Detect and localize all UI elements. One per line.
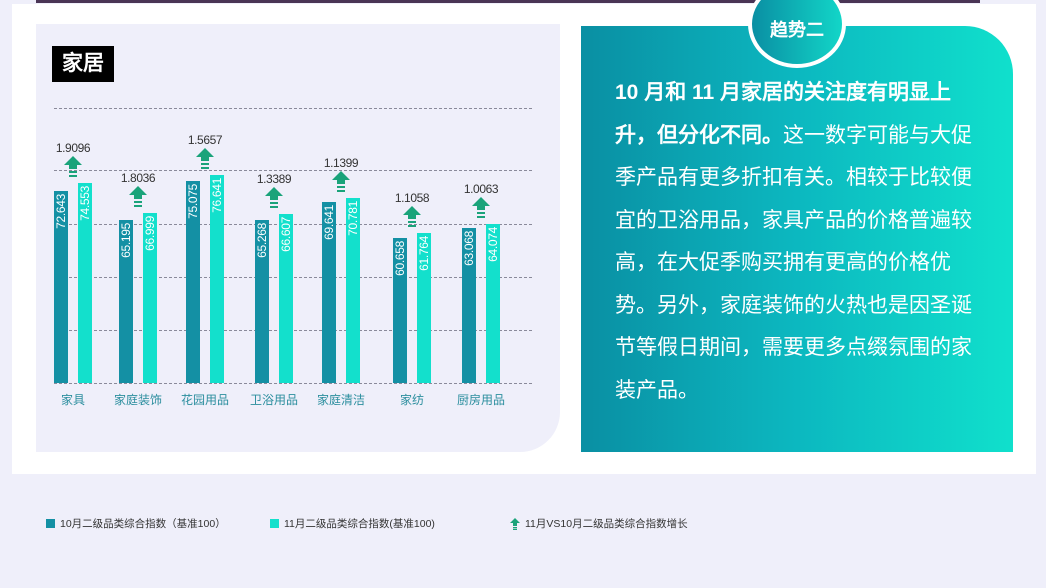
legend-label-growth: 11月VS10月二级品类综合指数增长 — [525, 518, 688, 530]
trend-body: 这一数字可能与大促季产品有更多折扣有关。相较于比较便宜的卫浴用品，家具产品的价格… — [615, 123, 972, 402]
trend-headline: 10 月和 11 月家居的关注度有明显上升，但分化不同。 — [615, 81, 952, 147]
chart-title: 家居 — [52, 46, 114, 82]
bar-nov: 74.553 — [78, 183, 92, 383]
bar-nov: 66.607 — [279, 214, 293, 383]
category-label: 家具 — [60, 393, 85, 407]
legend-swatch-nov — [270, 519, 279, 528]
growth-value: 1.1399 — [323, 155, 359, 170]
legend-item-nov: 11月二级品类综合指数(基准100) — [270, 516, 435, 531]
bar-oct: 63.068 — [462, 228, 476, 383]
bar-value-label: 66.607 — [279, 217, 293, 253]
gridline — [54, 224, 532, 225]
category-label: 卫浴用品 — [249, 393, 298, 407]
bar-oct: 75.075 — [186, 180, 200, 383]
bar-value-label: 64.074 — [486, 227, 500, 263]
legend-label-nov: 11月二级品类综合指数(基准100) — [284, 518, 435, 530]
bar-nov: 61.764 — [417, 233, 431, 383]
trend-text-panel — [581, 26, 1013, 452]
gridline — [54, 330, 532, 331]
category-label: 家庭清洁 — [316, 393, 365, 407]
arrow-up-icon — [196, 147, 214, 169]
growth-indicator: 1.1399 — [311, 156, 371, 193]
bar-value-label: 74.553 — [78, 186, 92, 221]
arrow-up-icon — [265, 187, 283, 209]
gridline — [54, 277, 532, 278]
category-label: 家纺 — [399, 393, 424, 407]
category-label: 家庭装饰 — [113, 393, 162, 407]
bar-value-label: 72.643 — [54, 193, 68, 229]
bar-oct: 60.658 — [393, 237, 407, 383]
category-label: 花园用品 — [180, 393, 229, 407]
growth-value: 1.3389 — [256, 172, 292, 187]
gridline — [54, 170, 532, 171]
top-divider-bar — [36, 0, 980, 3]
bar-value-label: 70.781 — [346, 200, 360, 236]
trend-badge-label: 趋势二 — [770, 20, 824, 40]
legend-item-oct: 10月二级品类综合指数（基准100） — [46, 516, 226, 531]
arrow-up-icon — [129, 185, 147, 207]
growth-value: 1.5657 — [187, 132, 223, 147]
gridline — [54, 108, 532, 109]
bar-nov: 66.999 — [143, 212, 157, 383]
legend-swatch-oct — [46, 519, 55, 528]
growth-indicator: 1.8036 — [108, 171, 168, 208]
growth-indicator: 1.9096 — [43, 141, 103, 178]
growth-value: 1.8036 — [120, 170, 156, 185]
growth-indicator: 1.3389 — [244, 172, 304, 209]
growth-value: 1.0063 — [463, 182, 499, 197]
trend-badge: 趋势二 — [748, 0, 846, 68]
growth-value: 1.1058 — [394, 191, 430, 206]
bar-nov: 76.641 — [210, 174, 224, 383]
arrow-up-icon — [472, 197, 490, 219]
bar-value-label: 69.641 — [322, 205, 336, 241]
legend-label-oct: 10月二级品类综合指数（基准100） — [60, 518, 226, 530]
category-label: 厨房用品 — [456, 393, 505, 407]
bar-value-label: 75.075 — [186, 183, 200, 219]
arrow-up-icon — [64, 156, 82, 178]
bar-value-label: 61.764 — [417, 236, 431, 272]
growth-value: 1.9096 — [55, 141, 91, 156]
growth-indicator: 1.0063 — [451, 182, 511, 219]
arrow-up-icon — [403, 206, 421, 228]
bar-value-label: 65.268 — [255, 222, 269, 258]
bar-oct: 65.268 — [255, 219, 269, 383]
bar-nov: 70.781 — [346, 197, 360, 383]
growth-indicator: 1.5657 — [175, 133, 235, 170]
bar-nov: 64.074 — [486, 224, 500, 383]
bar-oct: 65.195 — [119, 219, 133, 383]
bar-value-label: 60.658 — [393, 240, 407, 276]
growth-indicator: 1.1058 — [382, 191, 442, 228]
trend-description: 10 月和 11 月家居的关注度有明显上升，但分化不同。这一数字可能与大促季产品… — [615, 72, 987, 412]
bar-oct: 69.641 — [322, 202, 336, 383]
chart-panel: 家居 72.643 74.553 1.9096 家具 65.195 66.999 1.803… — [36, 24, 560, 452]
bar-value-label: 63.068 — [462, 231, 476, 267]
bar-value-label: 76.641 — [210, 177, 224, 213]
gridline — [54, 383, 532, 384]
bar-value-label: 65.195 — [119, 222, 133, 258]
arrow-up-icon — [332, 170, 350, 192]
bar-oct: 72.643 — [54, 190, 68, 383]
legend-item-growth: 11月VS10月二级品类综合指数增长 — [510, 516, 688, 531]
bar-value-label: 66.999 — [143, 215, 157, 251]
arrow-up-icon — [510, 517, 520, 530]
